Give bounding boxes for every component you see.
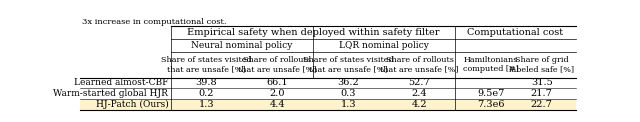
Text: 9.5e7: 9.5e7 [477, 89, 505, 98]
Text: 0.2: 0.2 [198, 89, 214, 98]
Text: 39.8: 39.8 [195, 78, 217, 87]
Text: 4.4: 4.4 [269, 100, 285, 109]
Text: Warm-started global HJR: Warm-started global HJR [53, 89, 168, 98]
Text: 1.3: 1.3 [198, 100, 214, 109]
Text: LQR nominal policy: LQR nominal policy [339, 41, 429, 50]
Text: Hamiltonians
computed [#]: Hamiltonians computed [#] [463, 56, 519, 73]
Text: Share of rollouts
that are unsafe [%]: Share of rollouts that are unsafe [%] [380, 56, 459, 73]
Text: 1.3: 1.3 [340, 100, 356, 109]
Text: 66.1: 66.1 [266, 78, 288, 87]
Text: Share of states visited
that are unsafe [%]: Share of states visited that are unsafe … [303, 56, 394, 73]
Text: 2.4: 2.4 [412, 89, 428, 98]
Text: 3x increase in computational cost.: 3x increase in computational cost. [83, 18, 227, 26]
Text: 21.7: 21.7 [531, 89, 553, 98]
Text: Computational cost: Computational cost [467, 28, 563, 37]
Text: 52.7: 52.7 [408, 78, 430, 87]
Text: Share of grid
labeled safe [%]: Share of grid labeled safe [%] [509, 56, 574, 73]
Bar [80, 99, 576, 110]
Text: 31.5: 31.5 [531, 78, 552, 87]
Text: Empirical safety when deployed within safety filter: Empirical safety when deployed within sa… [187, 28, 439, 37]
Text: 4.2: 4.2 [412, 100, 428, 109]
Text: 2.0: 2.0 [269, 89, 285, 98]
Text: 7.3e6: 7.3e6 [477, 100, 505, 109]
Text: Learned almost-CBF: Learned almost-CBF [74, 78, 168, 87]
Text: 36.2: 36.2 [337, 78, 359, 87]
Text: Share of rollouts
that are unsafe [%]: Share of rollouts that are unsafe [%] [238, 56, 317, 73]
Text: HJ-Patch (Ours): HJ-Patch (Ours) [95, 100, 168, 109]
Text: 22.7: 22.7 [531, 100, 553, 109]
Text: Neural nominal policy: Neural nominal policy [191, 41, 292, 50]
Text: Share of states visited
that are unsafe [%]: Share of states visited that are unsafe … [161, 56, 252, 73]
Text: 0.3: 0.3 [340, 89, 356, 98]
